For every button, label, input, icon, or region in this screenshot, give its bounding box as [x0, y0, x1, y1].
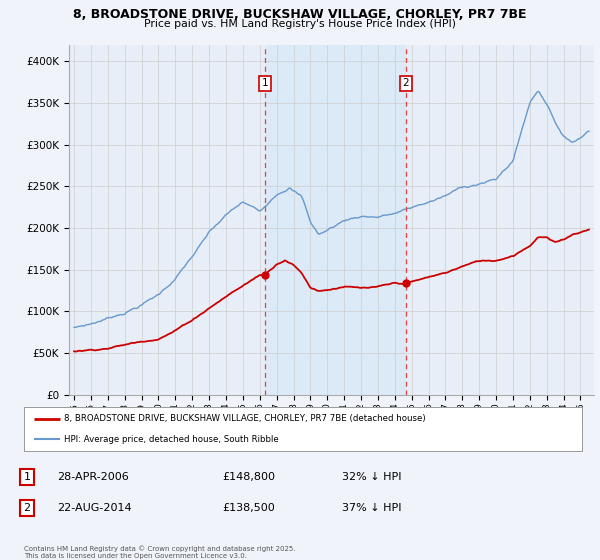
Text: Price paid vs. HM Land Registry's House Price Index (HPI): Price paid vs. HM Land Registry's House … [144, 19, 456, 29]
Text: 37% ↓ HPI: 37% ↓ HPI [342, 503, 401, 513]
Text: 32% ↓ HPI: 32% ↓ HPI [342, 472, 401, 482]
Text: £138,500: £138,500 [222, 503, 275, 513]
Text: 1: 1 [23, 472, 31, 482]
Text: 2: 2 [23, 503, 31, 513]
Text: 2: 2 [402, 78, 409, 88]
Text: £148,800: £148,800 [222, 472, 275, 482]
Text: 8, BROADSTONE DRIVE, BUCKSHAW VILLAGE, CHORLEY, PR7 7BE: 8, BROADSTONE DRIVE, BUCKSHAW VILLAGE, C… [73, 8, 527, 21]
Bar [265, 45, 406, 395]
Text: 1: 1 [262, 78, 269, 88]
Text: HPI: Average price, detached house, South Ribble: HPI: Average price, detached house, Sout… [64, 435, 279, 444]
Text: 22-AUG-2014: 22-AUG-2014 [57, 503, 131, 513]
Text: 28-APR-2006: 28-APR-2006 [57, 472, 129, 482]
Text: 8, BROADSTONE DRIVE, BUCKSHAW VILLAGE, CHORLEY, PR7 7BE (detached house): 8, BROADSTONE DRIVE, BUCKSHAW VILLAGE, C… [64, 414, 426, 423]
Text: Contains HM Land Registry data © Crown copyright and database right 2025.
This d: Contains HM Land Registry data © Crown c… [24, 545, 296, 559]
